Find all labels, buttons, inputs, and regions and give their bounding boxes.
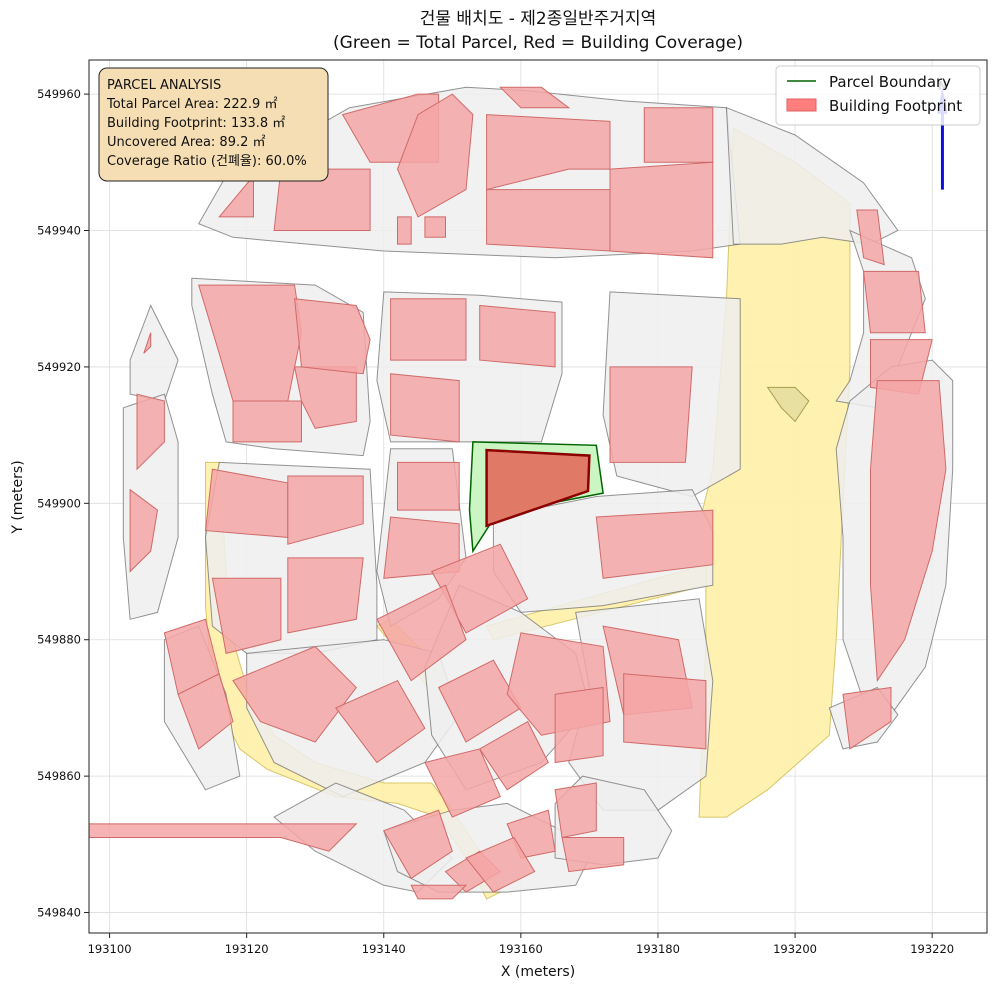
building-footprint bbox=[390, 298, 467, 361]
building-footprint bbox=[424, 748, 501, 818]
x-tick-label: 193220 bbox=[910, 942, 954, 956]
building-footprint bbox=[383, 809, 453, 880]
building-footprint bbox=[218, 174, 254, 218]
building-footprint bbox=[410, 884, 468, 900]
context-parcel bbox=[129, 304, 179, 402]
plot-frame bbox=[88, 59, 988, 934]
y-tick-label: 549840 bbox=[37, 906, 81, 920]
building-footprint bbox=[397, 461, 460, 511]
building-footprint bbox=[643, 107, 714, 163]
x-tick-label: 193100 bbox=[88, 942, 132, 956]
x-tick-label: 193180 bbox=[636, 942, 680, 956]
building-footprint bbox=[623, 673, 707, 750]
building-footprint bbox=[177, 673, 234, 750]
legend: Parcel Boundary Building Footprint bbox=[775, 65, 981, 126]
building-footprint bbox=[609, 161, 714, 259]
building-footprint bbox=[335, 679, 426, 764]
building-footprint bbox=[136, 393, 165, 471]
buildings-layer bbox=[89, 86, 947, 900]
chart-title: 건물 배치도 - 제2종일반주거지역 bbox=[420, 9, 656, 29]
info-line-coverage-ratio: Coverage Ratio (건폐율): 60.0% bbox=[107, 154, 307, 169]
x-tick-label: 193140 bbox=[362, 942, 406, 956]
x-tick-label: 193160 bbox=[499, 942, 543, 956]
chart-subtitle: (Green = Total Parcel, Red = Building Co… bbox=[333, 33, 743, 53]
building-footprint bbox=[232, 645, 357, 743]
legend-label-building: Building Footprint bbox=[829, 97, 962, 115]
building-footprint bbox=[287, 557, 364, 634]
legend-frame bbox=[775, 65, 981, 126]
building-footprint bbox=[478, 720, 549, 791]
building-footprint bbox=[129, 488, 159, 573]
building-footprint bbox=[554, 782, 597, 839]
building-footprint bbox=[232, 400, 302, 443]
building-footprint bbox=[870, 380, 947, 683]
building-footprint bbox=[390, 373, 460, 443]
building-footprint bbox=[397, 216, 412, 245]
building-footprint bbox=[554, 686, 604, 764]
building-footprint bbox=[465, 836, 536, 893]
building-footprint bbox=[486, 189, 611, 252]
building-footprint bbox=[287, 475, 364, 545]
building-footprint bbox=[273, 168, 371, 231]
info-line-parcel-area: Total Parcel Area: 222.9 ㎡ bbox=[106, 97, 277, 112]
building-footprint bbox=[376, 584, 467, 682]
target-parcel-layer bbox=[468, 441, 604, 554]
building-footprint bbox=[609, 366, 693, 463]
building-footprint bbox=[486, 114, 611, 191]
building-footprint bbox=[479, 304, 556, 368]
y-tick-label: 549900 bbox=[37, 496, 81, 510]
legend-label-parcel: Parcel Boundary bbox=[829, 73, 951, 91]
info-line-building-footprint: Building Footprint: 133.8 ㎡ bbox=[107, 116, 285, 131]
y-axis-label: Y (meters) bbox=[10, 460, 26, 534]
y-tick-label: 549880 bbox=[37, 633, 81, 647]
open-areas-layer bbox=[766, 386, 810, 423]
building-footprint bbox=[89, 823, 358, 852]
x-tick-label: 193200 bbox=[773, 942, 817, 956]
building-footprint bbox=[842, 686, 892, 750]
y-tick-label: 549860 bbox=[37, 769, 81, 783]
y-tick-label: 549920 bbox=[37, 360, 81, 374]
building-footprint bbox=[294, 298, 371, 375]
building-footprint bbox=[863, 270, 926, 334]
open-area bbox=[766, 386, 810, 423]
target-building bbox=[485, 448, 591, 528]
building-footprint bbox=[561, 837, 625, 873]
info-box-background bbox=[98, 67, 329, 182]
building-footprint bbox=[856, 209, 885, 266]
building-footprint bbox=[499, 86, 571, 109]
building-footprint bbox=[396, 93, 474, 218]
building-footprint bbox=[211, 577, 282, 655]
building-footprint bbox=[143, 332, 152, 354]
y-tick-label: 549940 bbox=[37, 224, 81, 238]
info-line-uncovered-area: Uncovered Area: 89.2 ㎡ bbox=[107, 135, 266, 150]
info-box: PARCEL ANALYSIS Total Parcel Area: 222.9… bbox=[98, 67, 329, 182]
building-footprint bbox=[595, 509, 714, 579]
x-ticks: 193100 193120 193140 193160 193180 193200 1932… bbox=[88, 933, 954, 956]
x-axis-label: X (meters) bbox=[501, 964, 575, 980]
legend-building-patch bbox=[786, 98, 817, 112]
x-tick-label: 193120 bbox=[225, 942, 269, 956]
info-line-title: PARCEL ANALYSIS bbox=[107, 78, 221, 93]
y-ticks: 549840 549860 549880 549900 549920 549940 5499… bbox=[37, 87, 89, 920]
plot-area: N bbox=[89, 78, 954, 900]
y-tick-label: 549960 bbox=[37, 87, 81, 101]
building-footprint bbox=[424, 216, 446, 238]
